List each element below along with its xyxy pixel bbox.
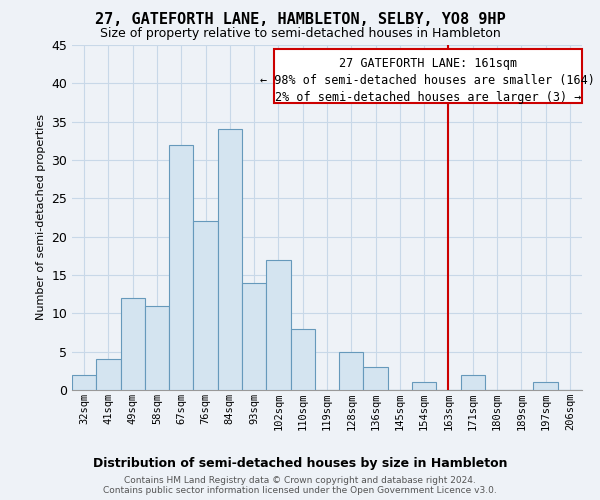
- Text: Size of property relative to semi-detached houses in Hambleton: Size of property relative to semi-detach…: [100, 28, 500, 40]
- Text: Contains HM Land Registry data © Crown copyright and database right 2024.
Contai: Contains HM Land Registry data © Crown c…: [103, 476, 497, 495]
- Bar: [274, 49, 582, 102]
- Bar: [193, 222, 218, 390]
- Bar: [290, 328, 315, 390]
- Bar: [72, 374, 96, 390]
- Bar: [266, 260, 290, 390]
- Text: 27 GATEFORTH LANE: 161sqm: 27 GATEFORTH LANE: 161sqm: [339, 56, 517, 70]
- Bar: [121, 298, 145, 390]
- Y-axis label: Number of semi-detached properties: Number of semi-detached properties: [36, 114, 46, 320]
- Bar: [96, 360, 121, 390]
- Bar: [412, 382, 436, 390]
- Bar: [339, 352, 364, 390]
- Text: Distribution of semi-detached houses by size in Hambleton: Distribution of semi-detached houses by …: [93, 458, 507, 470]
- Bar: [364, 367, 388, 390]
- Text: 27, GATEFORTH LANE, HAMBLETON, SELBY, YO8 9HP: 27, GATEFORTH LANE, HAMBLETON, SELBY, YO…: [95, 12, 505, 28]
- Bar: [145, 306, 169, 390]
- Bar: [461, 374, 485, 390]
- Bar: [218, 130, 242, 390]
- Text: ← 98% of semi-detached houses are smaller (164): ← 98% of semi-detached houses are smalle…: [260, 74, 595, 87]
- Bar: [533, 382, 558, 390]
- Bar: [242, 282, 266, 390]
- Text: 2% of semi-detached houses are larger (3) →: 2% of semi-detached houses are larger (3…: [275, 91, 581, 104]
- Bar: [169, 144, 193, 390]
